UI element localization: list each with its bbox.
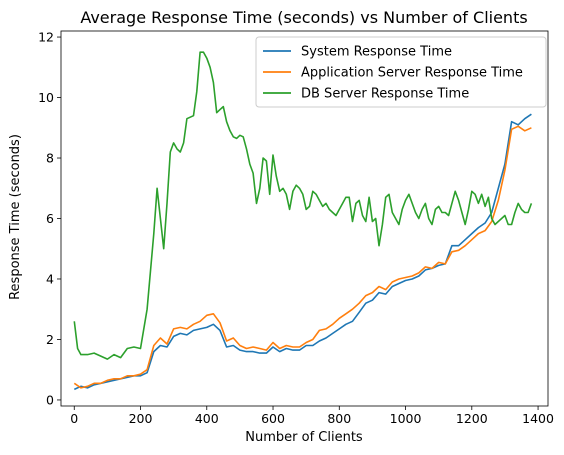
x-tick-label: 200: [129, 411, 153, 426]
x-tick-label: 800: [327, 411, 351, 426]
y-tick-label: 8: [46, 151, 54, 166]
y-tick-label: 6: [46, 211, 54, 226]
chart-legend: System Response Time Application Server R…: [255, 36, 547, 108]
legend-label-2: Application Server Response Time: [301, 66, 523, 81]
series-line-3: [73, 51, 533, 360]
x-tick-label: 1400: [522, 411, 554, 426]
y-tick-label: 10: [38, 90, 54, 105]
legend-box: [255, 36, 547, 108]
y-tick-label: 2: [46, 332, 54, 347]
legend-label-1: System Response Time: [301, 45, 452, 60]
y-axis-label: Response Time (seconds): [8, 134, 23, 300]
series-line-1: [73, 113, 532, 391]
plot-lines: [73, 51, 533, 391]
x-tick-label: 600: [261, 411, 285, 426]
y-tick-label: 4: [46, 271, 54, 286]
chart-title: Average Response Time (seconds) vs Numbe…: [80, 8, 527, 27]
plot-frame: [60, 30, 549, 407]
y-tick-label: 12: [38, 30, 54, 45]
x-tick-label: 1000: [390, 411, 422, 426]
y-axis-ticks: 0 2 4 6 8 10 12: [38, 30, 61, 407]
x-tick-label: 0: [70, 411, 78, 426]
x-tick-label: 1200: [456, 411, 488, 426]
y-tick-label: 0: [46, 392, 54, 407]
x-tick-label: 400: [195, 411, 219, 426]
x-axis-ticks: 0 200 400 600 800 1000 1200 1400: [70, 406, 554, 426]
series-line-2: [73, 125, 532, 389]
legend-label-3: DB Server Response Time: [301, 87, 469, 102]
x-axis-label: Number of Clients: [245, 430, 363, 445]
